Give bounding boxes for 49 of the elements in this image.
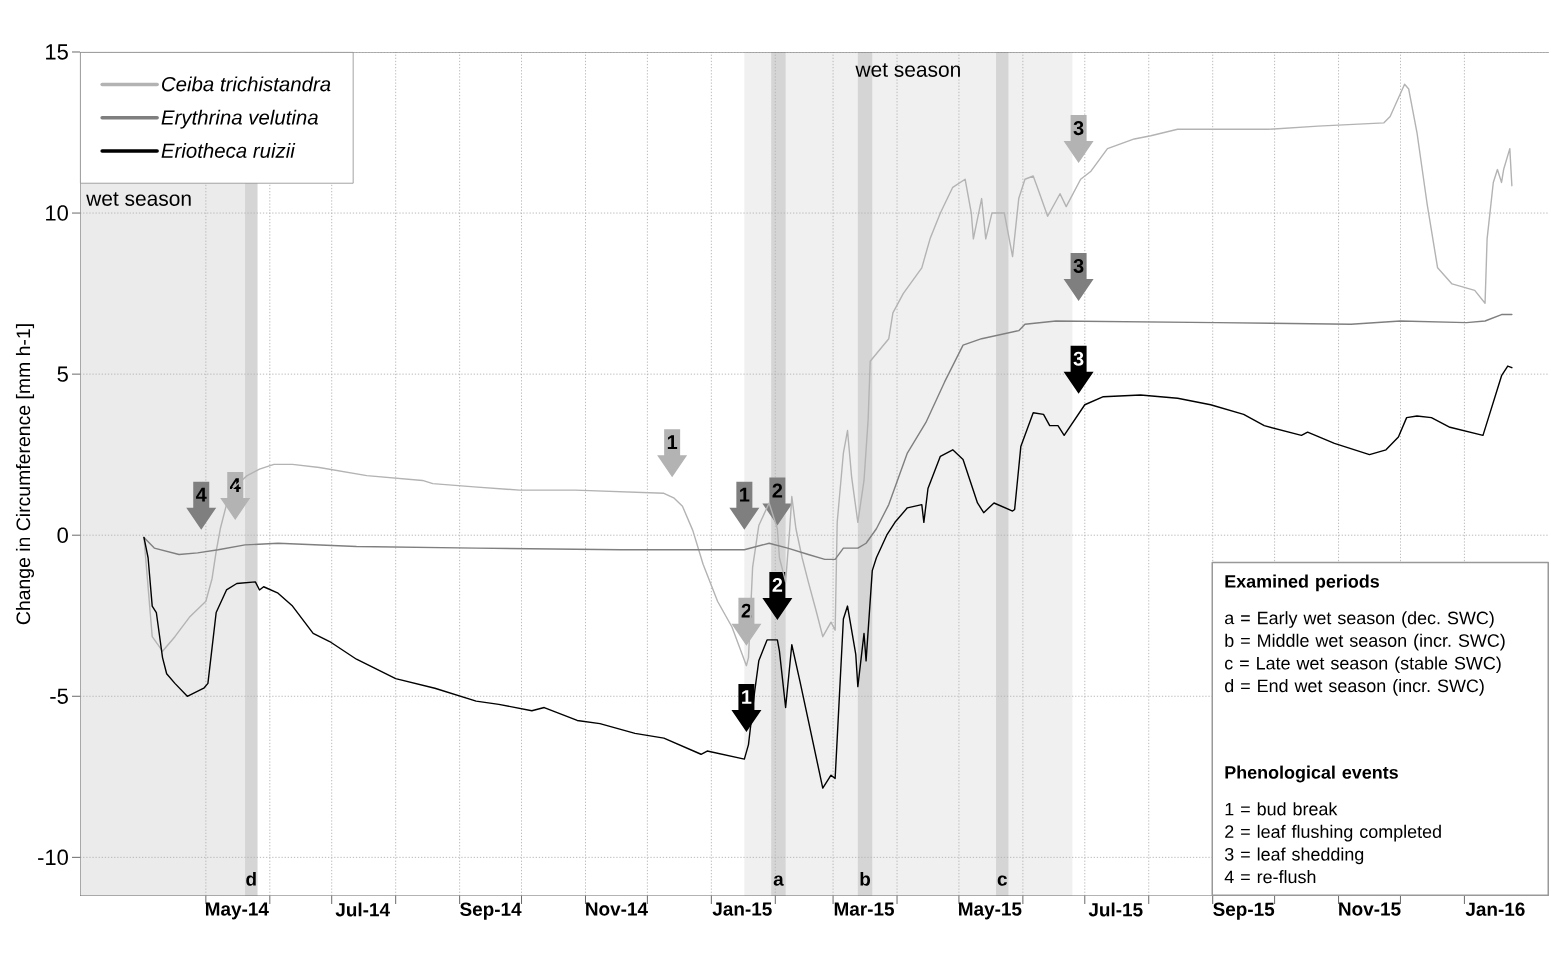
legend-label: Eriotheca ruizii (161, 142, 296, 158)
annotation: 3 = leaf shedding (1224, 847, 1364, 865)
x-tick-label: Mar-15 (834, 902, 894, 916)
y-axis-title: Change in Circumference [mm h-1] (15, 324, 35, 625)
y-tick-label: 10 (46, 205, 68, 221)
annotation: 4 (229, 478, 241, 492)
legend-label: Ceiba trichistandra (162, 76, 331, 92)
annotation: Examined periods (1225, 574, 1379, 592)
y-tick-label: -5 (50, 688, 68, 704)
x-tick-label: Jan-16 (1465, 902, 1525, 916)
x-tick-label: Jul-15 (1088, 902, 1143, 917)
annotation: 1 = bud break (1225, 802, 1338, 816)
x-tick-label: Nov-15 (1339, 902, 1401, 916)
line-series (143, 313, 1513, 561)
band-label: c (997, 875, 1007, 886)
annotation: b = Middle wet season (incr. SWC) (1225, 633, 1505, 651)
annotation: d = End wet season (incr. SWC) (1225, 678, 1484, 696)
annotation: 1 (742, 690, 752, 704)
x-tick-label: Jul-14 (335, 902, 390, 917)
annotation: 3 (1073, 351, 1084, 366)
annotation: a = Early wet season (dec. SWC) (1225, 611, 1494, 628)
x-tick-label: May-14 (205, 902, 269, 920)
annotation: 3 (1073, 258, 1084, 274)
band-label: a (773, 875, 784, 886)
line-series (143, 365, 1513, 789)
y-tick-label: 5 (57, 366, 68, 382)
x-tick-label: Sep-15 (1213, 902, 1275, 920)
band-label: wet season (86, 192, 191, 206)
band-label: b (860, 871, 871, 886)
y-tick-label: 0 (57, 527, 68, 543)
x-tick-label: Jan-15 (712, 902, 772, 916)
x-tick-label: May-15 (959, 902, 1022, 920)
annotation: c = Late wet season (stable SWC) (1225, 656, 1501, 674)
annotation: 4 (195, 487, 207, 502)
x-tick-label: Sep-14 (460, 902, 522, 920)
band-label: d (246, 871, 256, 886)
band-label: wet season (855, 63, 960, 77)
annotation: 1 (667, 435, 678, 450)
annotation: 2 = leaf flushing completed (1225, 824, 1441, 842)
annotation: 2 (772, 577, 783, 592)
annotation: 3 (1073, 121, 1084, 136)
annotation: 2 (772, 483, 783, 498)
y-tick-label: 15 (46, 44, 68, 60)
annotation: 1 (740, 487, 750, 502)
legend-label: Erythrina velutina (161, 109, 318, 129)
annotation: 4 = re-flush (1224, 870, 1316, 884)
y-tick-label: -10 (38, 849, 68, 866)
annotation: Phenological events (1225, 765, 1398, 783)
x-tick-label: Nov-14 (586, 902, 648, 916)
